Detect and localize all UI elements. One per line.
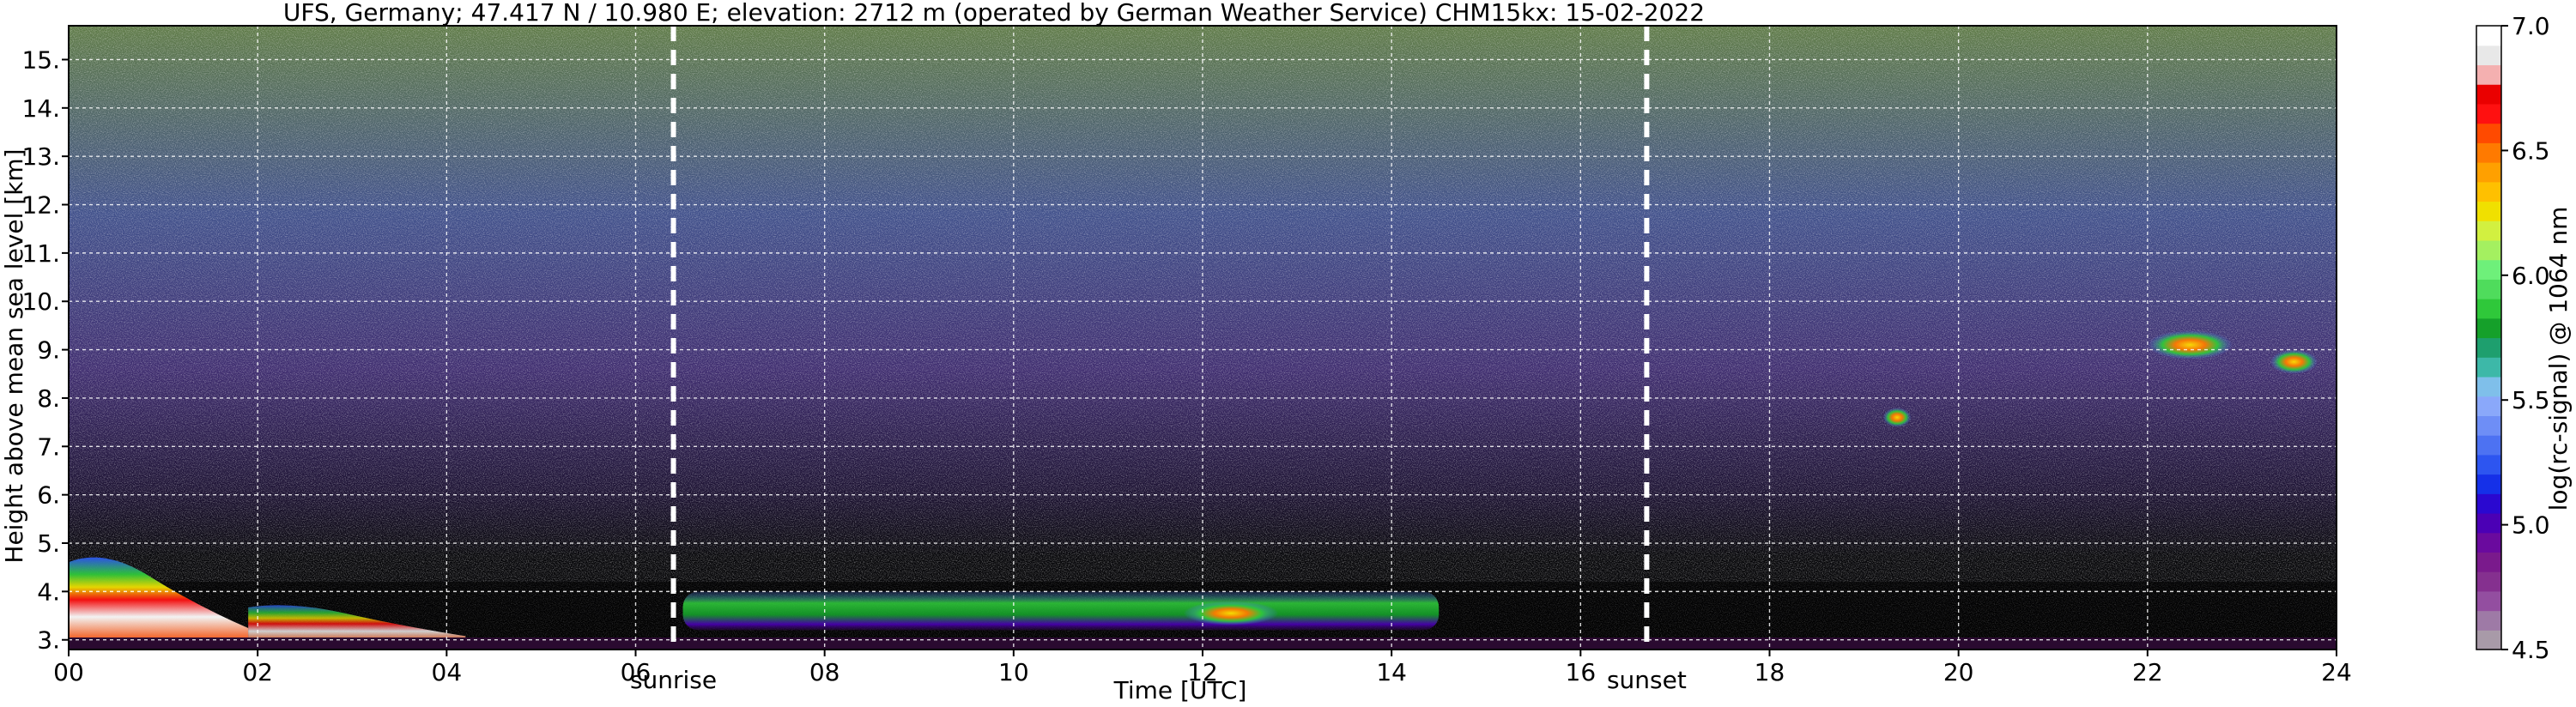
colorbar-segment xyxy=(2476,221,2501,241)
colorbar-segment xyxy=(2476,181,2501,202)
event-markers: sunrise sunset xyxy=(630,26,1687,694)
sunrise-label: sunrise xyxy=(630,666,717,694)
x-tick-label: 14 xyxy=(1376,658,1407,686)
colorbar-segment xyxy=(2476,337,2501,358)
cirrus-patch-3 xyxy=(2270,349,2318,374)
x-tick-label: 02 xyxy=(242,658,273,686)
colorbar-segment xyxy=(2476,435,2501,456)
x-tick-label: 20 xyxy=(1943,658,1974,686)
colorbar-segment xyxy=(2476,201,2501,221)
colorbar-segment xyxy=(2476,162,2501,183)
cirrus-patch-2 xyxy=(2147,330,2233,360)
y-tick-label: 14. xyxy=(21,94,60,123)
x-tick-label: 08 xyxy=(809,658,840,686)
x-tick-label: 04 xyxy=(432,658,463,686)
colorbar-segment xyxy=(2476,610,2501,631)
y-tick-label: 12. xyxy=(21,191,60,220)
x-axis-label: Time [UTC] xyxy=(1113,676,1247,704)
y-tick-label: 3. xyxy=(37,626,60,655)
x-tick-label: 22 xyxy=(2132,658,2163,686)
colorbar-segment xyxy=(2476,26,2501,46)
y-tick-label: 9. xyxy=(37,336,60,365)
colorbar-segment xyxy=(2476,142,2501,163)
colorbar-segment xyxy=(2476,103,2501,124)
colorbar-segment xyxy=(2476,239,2501,261)
x-tick-label: 18 xyxy=(1755,658,1785,686)
chart-title: UFS, Germany; 47.417 N / 10.980 E; eleva… xyxy=(283,0,1705,27)
x-tick-label: 00 xyxy=(53,658,84,686)
colorbar-tick-label: 5.5 xyxy=(2512,386,2550,414)
sunset-label: sunset xyxy=(1607,666,1687,694)
colorbar-segment xyxy=(2476,317,2501,339)
colorbar-segment xyxy=(2476,474,2501,494)
colorbar-segment xyxy=(2476,45,2501,66)
colorbar-segment xyxy=(2476,630,2501,650)
colorbar-segment xyxy=(2476,454,2501,475)
colorbar-frame xyxy=(2476,25,2502,650)
x-tick-label: 24 xyxy=(2321,658,2352,686)
colorbar-segment xyxy=(2476,532,2501,553)
colorbar-tick-label: 4.5 xyxy=(2512,636,2550,664)
daytime-boundary-layer xyxy=(682,591,1440,631)
colorbar-tick-label: 7.0 xyxy=(2512,12,2550,40)
y-tick-label: 8. xyxy=(37,384,60,413)
colorbar-segment xyxy=(2476,376,2501,397)
colorbar-segment xyxy=(2476,64,2501,85)
residual-layer xyxy=(248,605,466,643)
boundary-layer-peak xyxy=(1183,601,1279,625)
grid-lines xyxy=(69,26,2337,650)
colorbar-segment xyxy=(2476,571,2501,592)
x-tick-label: 12 xyxy=(1187,658,1218,686)
cirrus-patch-1 xyxy=(1882,408,1912,427)
y-tick-label: 6. xyxy=(37,481,60,510)
colorbar-label: log(rc-signal) @ 1064 nm xyxy=(2544,207,2573,511)
x-tick-label: 06 xyxy=(621,658,652,686)
colorbar: 4.5 5.0 5.5 6.0 6.5 7.0 xyxy=(2476,12,2550,664)
colorbar-segment xyxy=(2476,123,2501,143)
colorbar-segment xyxy=(2476,512,2501,534)
y-tick-label: 11. xyxy=(21,239,60,268)
y-tick-label: 13. xyxy=(21,142,60,171)
x-tick-label: 10 xyxy=(998,658,1029,686)
night-aerosol-layer xyxy=(69,557,249,643)
colorbar-segment xyxy=(2476,357,2501,378)
colorbar-tick-label: 6.5 xyxy=(2512,136,2550,165)
y-tick-label: 5. xyxy=(37,529,60,558)
colorbar-segment xyxy=(2476,415,2501,436)
colorbar-segment xyxy=(2476,493,2501,514)
colorbar-segment xyxy=(2476,259,2501,280)
y-tick-label: 15. xyxy=(21,45,60,74)
colorbar-tick-label: 5.0 xyxy=(2512,511,2550,540)
colorbar-segment xyxy=(2476,590,2501,612)
x-tick-label: 16 xyxy=(1566,658,1597,686)
axes: 00 02 04 06 08 10 12 14 16 18 20 22 24 3. 4. 5. 6. 7. 8. 9.… xyxy=(21,25,2352,686)
y-tick-label: 7. xyxy=(37,432,60,461)
colorbar-segment xyxy=(2476,299,2501,319)
y-axis-label: Height above mean sea level [km] xyxy=(0,148,28,563)
colorbar-segment xyxy=(2476,279,2501,299)
colorbar-segment xyxy=(2476,552,2501,572)
colorbar-segment xyxy=(2476,396,2501,416)
y-tick-label: 4. xyxy=(37,577,60,606)
y-tick-label: 10. xyxy=(21,287,60,316)
colorbar-tick-label: 6.0 xyxy=(2512,262,2550,290)
colorbar-segment xyxy=(2476,84,2501,105)
